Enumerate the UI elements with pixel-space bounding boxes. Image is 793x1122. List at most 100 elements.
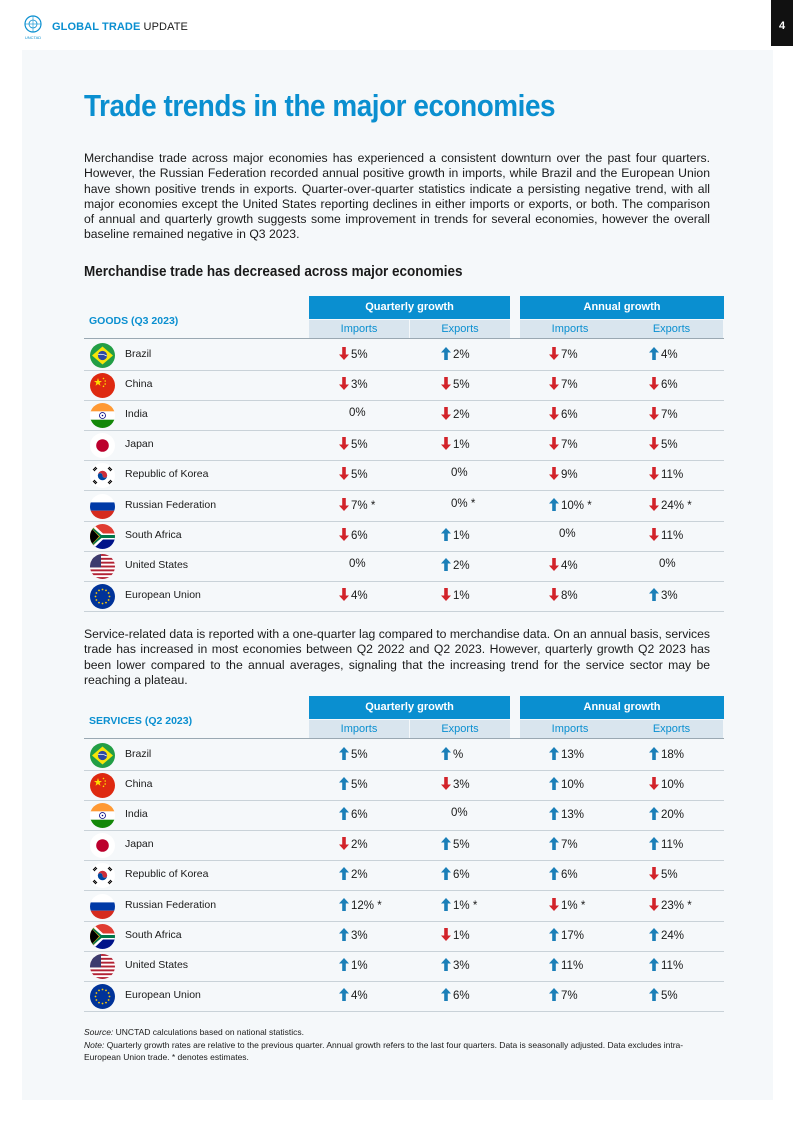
annual-imports-header: Imports xyxy=(520,320,620,339)
growth-value-text: 5% xyxy=(351,749,368,761)
country-name: Japan xyxy=(125,838,154,851)
footnote: Source: UNCTAD calculations based on nat… xyxy=(84,1026,704,1064)
growth-value-text: 7% xyxy=(561,379,578,392)
growth-value: 5% xyxy=(339,777,368,793)
quarterly-imports-header: Imports xyxy=(309,720,409,739)
growth-value: 11% xyxy=(549,957,584,974)
note-text: Quarterly growth rates are relative to t… xyxy=(84,1039,684,1063)
brazil-flag-icon xyxy=(90,343,115,368)
brand-rest: UPDATE xyxy=(143,21,188,33)
arrow-up-icon xyxy=(441,837,451,851)
growth-value-text: 1% xyxy=(453,439,470,452)
arrow-down-icon xyxy=(339,527,349,541)
growth-value: 8% xyxy=(549,587,578,604)
growth-value: 5% xyxy=(441,837,470,853)
country-name: South Africa xyxy=(125,928,182,941)
country-name: Russian Federation xyxy=(125,898,217,911)
growth-value-text: 4% xyxy=(351,989,368,1002)
growth-value-text: 0% xyxy=(451,467,468,480)
annual-exports-header: Exports xyxy=(620,720,723,739)
quarterly-exports-header: Exports xyxy=(410,320,510,339)
growth-value: 2% xyxy=(339,867,368,883)
growth-value-text: 11% xyxy=(661,959,684,972)
growth-value: 4% xyxy=(549,557,578,574)
korea-flag-icon xyxy=(90,463,115,489)
table-row: United States 0% 2% 4% 0% xyxy=(84,551,724,582)
south-africa-flag-icon xyxy=(90,523,115,549)
growth-value: 1% xyxy=(441,437,470,453)
growth-value: 5% xyxy=(339,437,368,453)
growth-value-text: 13% xyxy=(561,749,585,761)
arrow-down-icon xyxy=(549,407,559,421)
table-row: South Africa 3% 1% 17% 24% xyxy=(84,921,724,952)
growth-value: 7% * xyxy=(339,497,375,514)
growth-value-text: 7% xyxy=(561,439,578,452)
growth-value: 12% * xyxy=(339,897,382,914)
growth-value-text: 6% xyxy=(453,869,470,882)
services-paragraph: Service-related data is reported with a … xyxy=(84,627,710,687)
growth-value-text: 3% xyxy=(453,779,470,792)
growth-value-text: 10% xyxy=(561,779,585,792)
growth-value-text: 6% xyxy=(561,409,578,422)
arrow-up-icon xyxy=(649,807,659,821)
table-title: SERVICES (Q2 2023) xyxy=(89,715,193,727)
growth-value-text: 24% * xyxy=(661,499,692,512)
growth-value: 6% xyxy=(649,377,678,393)
growth-value-text: 6% xyxy=(351,529,368,542)
growth-value-text: 4% xyxy=(561,559,578,572)
arrow-down-icon xyxy=(549,467,559,481)
arrow-up-icon xyxy=(441,747,451,760)
content-panel xyxy=(22,50,773,1100)
growth-value: 7% xyxy=(549,347,578,363)
growth-value: 5% xyxy=(649,867,678,883)
growth-value-text: 6% xyxy=(561,869,578,882)
growth-value-text: 2% xyxy=(453,409,470,422)
arrow-up-icon xyxy=(649,987,659,1001)
growth-value-text: 10% * xyxy=(561,499,592,512)
growth-value: 0% xyxy=(451,467,468,483)
growth-value: 2% xyxy=(339,837,368,853)
arrow-down-icon xyxy=(649,867,659,881)
growth-value: 1% xyxy=(441,927,470,944)
growth-value: 13% xyxy=(549,807,584,823)
growth-value: 5% xyxy=(339,467,368,483)
arrow-up-icon xyxy=(339,987,349,1001)
arrow-down-icon xyxy=(339,467,349,481)
growth-value: 1% * xyxy=(549,897,585,914)
arrow-down-icon xyxy=(549,347,559,360)
arrow-down-icon xyxy=(339,837,349,851)
growth-value: 0% xyxy=(349,558,366,574)
growth-value: 23% * xyxy=(649,897,692,914)
arrow-down-icon xyxy=(441,587,451,601)
growth-value-text: 5% xyxy=(661,869,678,882)
growth-value: 10% * xyxy=(549,497,592,514)
arrow-down-icon xyxy=(549,557,559,571)
quarterly-exports-header: Exports xyxy=(410,720,510,739)
table-row: Japan 2% 5% 7% 11% xyxy=(84,830,724,862)
growth-value-text: 10% xyxy=(661,779,685,792)
growth-value-text: 23% * xyxy=(661,899,692,912)
table-row: Republic of Korea 5% 0% 9% 11% xyxy=(84,460,724,492)
growth-value-text: 11% xyxy=(561,959,584,972)
usa-flag-icon xyxy=(90,553,115,579)
arrow-up-icon xyxy=(549,747,559,760)
growth-value-text: 9% xyxy=(561,469,578,482)
quarterly-growth-header: Quarterly growth xyxy=(309,296,510,319)
growth-value: 6% xyxy=(549,867,578,883)
arrow-down-icon xyxy=(649,497,659,511)
growth-value: 7% xyxy=(649,407,678,423)
growth-value: 2% xyxy=(441,407,470,423)
table-divider xyxy=(84,338,724,339)
growth-value-text: 17% xyxy=(561,929,585,942)
arrow-up-icon xyxy=(549,837,559,851)
growth-value-text: 7% xyxy=(661,409,678,422)
growth-value: 7% xyxy=(549,987,578,1004)
arrow-down-icon xyxy=(339,347,349,360)
growth-value: 3% xyxy=(441,957,470,974)
growth-value-text: 5% xyxy=(453,839,470,852)
growth-value-text: 1% xyxy=(453,529,470,542)
arrow-up-icon xyxy=(649,927,659,941)
growth-value-text: 0% xyxy=(349,407,366,420)
arrow-down-icon xyxy=(549,437,559,451)
arrow-up-icon xyxy=(649,587,659,601)
